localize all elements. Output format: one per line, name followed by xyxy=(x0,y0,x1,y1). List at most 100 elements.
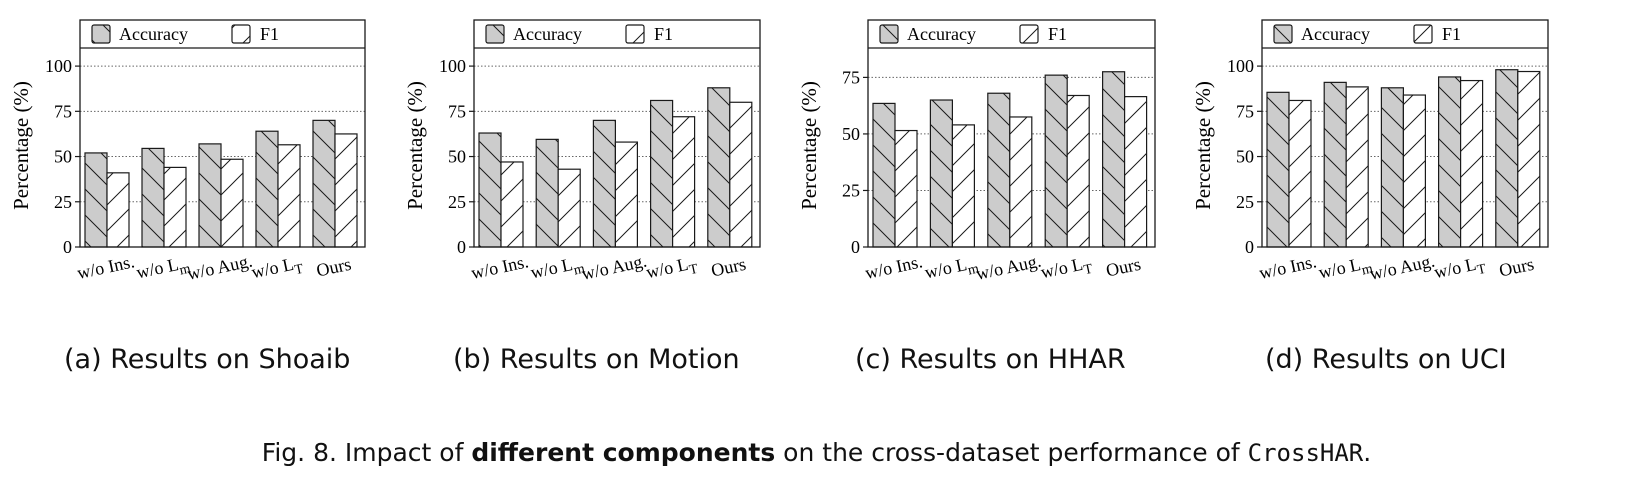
subcaption-a: (a) Results on Shoaib xyxy=(64,344,351,375)
accuracy-bar-1-4 xyxy=(707,87,731,248)
legend-f1-swatch-3 xyxy=(1413,24,1433,44)
f1-bar-1-4 xyxy=(729,101,753,248)
y-tick-label-1-2: 50 xyxy=(448,147,466,167)
f1-bar-1-1 xyxy=(557,168,581,248)
accuracy-bar-1-1 xyxy=(535,138,559,248)
f1-bar-3-0 xyxy=(1288,99,1312,248)
x-tick-label-0-1: w/o Lm xyxy=(135,252,193,288)
f1-bar-1-0 xyxy=(500,161,524,248)
chart-panel-1: w/o Ins.w/o Lmw/o Aug.w/o LT Ours Accuracy… xyxy=(9,19,366,288)
accuracy-bar-2-0 xyxy=(872,102,896,248)
y-axis-label-3: Percentage (%) xyxy=(1191,81,1215,210)
caption-bold: different components xyxy=(471,438,776,467)
accuracy-bar-0-0 xyxy=(84,152,108,248)
f1-bar-2-2 xyxy=(1009,116,1033,248)
legend-f1-swatch-1 xyxy=(625,24,645,44)
legend-f1-swatch-2 xyxy=(1019,24,1039,44)
x-tick-label-3-2: w/o Aug. xyxy=(1368,250,1437,283)
y-tick-label-2-0: 0 xyxy=(851,237,860,257)
chart-panel-3: w/o Ins.w/o Lmw/o Aug.w/o LT Ours Accuracy… xyxy=(797,19,1156,288)
legend-f1-label-2: F1 xyxy=(1048,24,1067,44)
subcaption-c: (c) Results on HHAR xyxy=(855,344,1126,375)
legend-accuracy-label-2: Accuracy xyxy=(907,24,976,44)
accuracy-bar-2-4 xyxy=(1101,71,1126,248)
f1-bar-2-1 xyxy=(951,124,976,248)
accuracy-bar-3-0 xyxy=(1266,91,1290,248)
caption-middle: on the cross-dataset performance of xyxy=(775,438,1248,467)
y-tick-label-3-0: 0 xyxy=(1245,237,1254,257)
legend-f1-label-3: F1 xyxy=(1442,24,1461,44)
y-tick-label-1-1: 25 xyxy=(448,192,466,212)
y-tick-label-3-4: 100 xyxy=(1227,56,1254,76)
accuracy-bar-3-4 xyxy=(1495,69,1519,248)
chart-panel-4: w/o Ins.w/o Lmw/o Aug.w/o LT Ours Accuracy… xyxy=(1191,19,1549,287)
accuracy-bar-2-3 xyxy=(1044,74,1068,248)
accuracy-bar-0-1 xyxy=(141,147,165,248)
x-tick-label-0-2: w/o Aug. xyxy=(185,250,254,283)
accuracy-bar-0-4 xyxy=(312,119,336,248)
legend-f1-swatch-0 xyxy=(231,24,251,44)
x-tick-label-3-0: w/o Ins. xyxy=(1257,251,1318,283)
legend-accuracy-swatch-0 xyxy=(91,24,111,44)
y-tick-label-2-2: 50 xyxy=(842,124,860,144)
f1-bar-0-0 xyxy=(106,172,130,248)
y-axis-label-1: Percentage (%) xyxy=(403,81,427,210)
y-tick-label-1-3: 75 xyxy=(448,101,466,121)
f1-bar-3-2 xyxy=(1402,94,1427,248)
y-tick-label-2-3: 75 xyxy=(842,67,860,87)
f1-bar-1-2 xyxy=(614,141,639,248)
accuracy-bar-2-2 xyxy=(987,92,1011,248)
x-tick-label-3-4: Ours xyxy=(1497,254,1535,281)
x-tick-label-0-3: w/o LT xyxy=(250,252,306,287)
accuracy-bar-3-3 xyxy=(1437,76,1462,248)
y-tick-label-0-0: 0 xyxy=(63,237,72,257)
caption-prefix: Fig. 8. Impact of xyxy=(261,438,472,467)
legend-accuracy-label-3: Accuracy xyxy=(1301,24,1370,44)
f1-bar-3-1 xyxy=(1345,86,1369,248)
legend-accuracy-swatch-3 xyxy=(1273,24,1293,44)
x-tick-label-0-0: w/o Ins. xyxy=(75,251,136,283)
plot-frame-3 xyxy=(1261,19,1549,248)
y-tick-label-0-1: 25 xyxy=(54,192,72,212)
y-tick-label-1-4: 100 xyxy=(439,56,466,76)
f1-bar-2-4 xyxy=(1123,96,1148,248)
legend-f1-label-0: F1 xyxy=(260,24,279,44)
f1-bar-0-3 xyxy=(277,144,301,248)
f1-bar-2-3 xyxy=(1066,94,1090,248)
x-tick-label-1-1: w/o Lm xyxy=(529,252,587,288)
y-tick-label-0-4: 100 xyxy=(45,56,72,76)
x-tick-label-3-3: w/o LT xyxy=(1432,252,1488,287)
subcaption-d: (d) Results on UCI xyxy=(1265,344,1507,375)
y-tick-label-2-1: 25 xyxy=(842,180,860,200)
x-tick-label-1-2: w/o Aug. xyxy=(580,250,649,283)
legend-accuracy-swatch-2 xyxy=(879,24,899,44)
accuracy-bar-1-3 xyxy=(649,99,674,248)
legend-f1-label-1: F1 xyxy=(654,24,673,44)
plot-frame-0 xyxy=(79,19,366,248)
y-tick-label-3-1: 25 xyxy=(1236,192,1254,212)
accuracy-bar-1-0 xyxy=(478,132,502,248)
x-tick-label-0-4: Ours xyxy=(315,254,353,281)
x-tick-label-1-3: w/o LT xyxy=(644,252,700,287)
y-tick-label-3-3: 75 xyxy=(1236,101,1254,121)
x-tick-label-2-3: w/o LT xyxy=(1039,252,1095,287)
y-tick-label-3-2: 50 xyxy=(1236,147,1254,167)
x-tick-label-1-0: w/o Ins. xyxy=(469,251,530,283)
accuracy-bar-1-2 xyxy=(592,119,617,248)
legend-accuracy-swatch-1 xyxy=(485,24,505,44)
subcaption-b: (b) Results on Motion xyxy=(453,344,740,375)
caption-suffix: . xyxy=(1363,438,1372,467)
x-tick-label-2-1: w/o Lm xyxy=(923,252,981,288)
chart-panel-2: w/o Ins.w/o Lmw/o Aug.w/o LT Ours Accuracy… xyxy=(403,19,761,288)
f1-bar-0-2 xyxy=(220,158,244,248)
accuracy-bar-0-3 xyxy=(255,130,279,248)
y-tick-label-1-0: 0 xyxy=(457,237,466,257)
x-tick-label-2-2: w/o Aug. xyxy=(974,250,1043,283)
y-axis-label-2: Percentage (%) xyxy=(797,81,821,210)
accuracy-bar-0-2 xyxy=(198,143,222,248)
legend-accuracy-label-0: Accuracy xyxy=(119,24,188,44)
accuracy-bar-2-1 xyxy=(929,99,954,248)
x-tick-label-1-4: Ours xyxy=(709,254,747,281)
caption-method: CrossHAR xyxy=(1247,439,1364,467)
